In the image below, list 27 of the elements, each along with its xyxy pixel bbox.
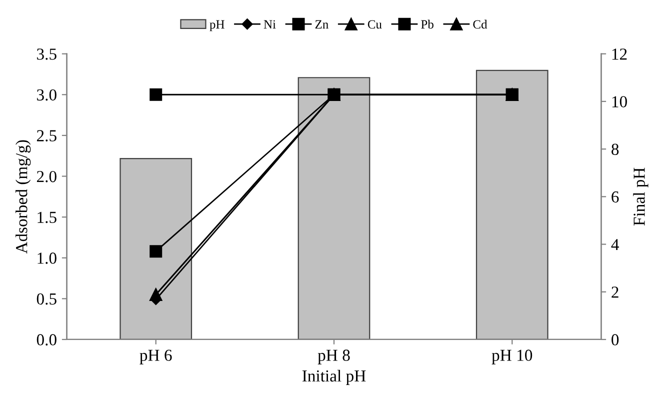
legend-label: Cu xyxy=(368,20,382,29)
y-tick-label: 2.5 xyxy=(36,130,56,142)
x-tick-label: pH 8 xyxy=(318,350,350,364)
y-tick-label: 1.5 xyxy=(38,212,56,224)
legend-label: Zn xyxy=(315,20,328,28)
x-tick-label: pH 6 xyxy=(140,350,172,364)
y-tick-label: 3.5 xyxy=(37,48,56,60)
y2-tick-label: 2 xyxy=(612,286,618,298)
x-axis-title: Initial pH xyxy=(302,370,366,385)
y-axis-title: Adsorbed (mg/g) xyxy=(16,140,31,254)
y-tick-label: 0.0 xyxy=(36,334,56,346)
y2-axis-title: Final pH xyxy=(633,168,648,226)
y-tick-label: 3.0 xyxy=(37,89,56,101)
y2-tick-label: 0 xyxy=(612,334,619,346)
legend-label: Pb xyxy=(421,20,434,29)
y2-tick-label: 12 xyxy=(612,48,627,60)
x-tick-label: pH 10 xyxy=(492,350,532,364)
y2-tick-label: 8 xyxy=(612,144,619,155)
y2-tick-label: 4 xyxy=(611,239,619,250)
y2-tick-label: 6 xyxy=(612,191,619,203)
y-tick-label: 0.5 xyxy=(36,293,56,305)
legend-label: pH xyxy=(210,20,224,32)
legend-label: Ni xyxy=(264,20,276,28)
y-tick-label: 1.0 xyxy=(38,252,56,264)
legend-label: Cd xyxy=(473,20,488,29)
y2-tick-label: 10 xyxy=(612,96,627,108)
y-tick-label: 2.0 xyxy=(36,170,56,182)
